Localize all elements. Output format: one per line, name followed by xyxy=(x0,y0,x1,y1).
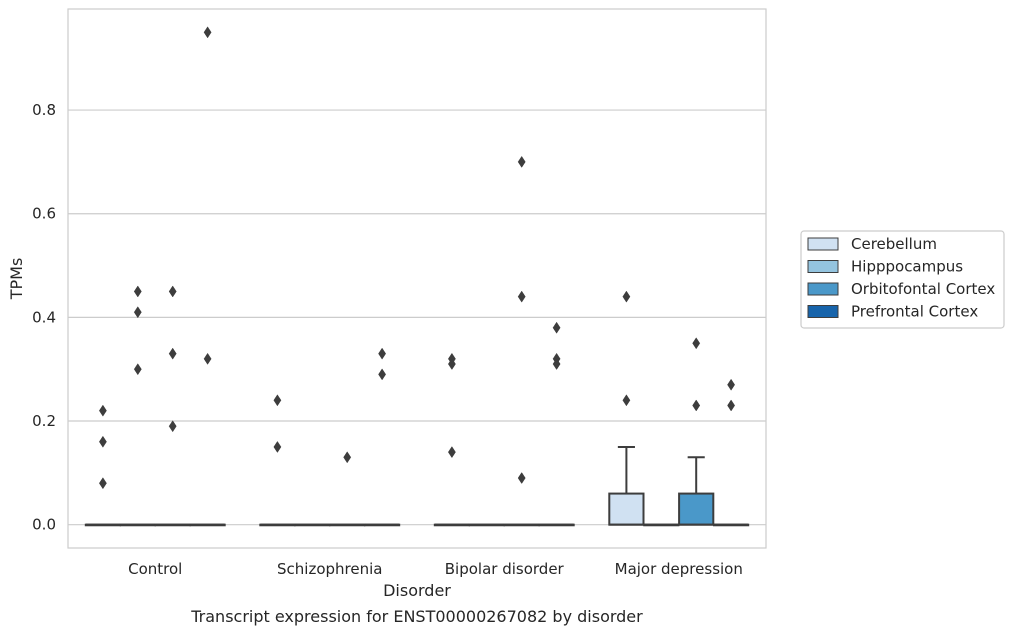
y-tick-label: 0.4 xyxy=(32,308,56,326)
box-cerebellum xyxy=(608,445,645,526)
outlier-point xyxy=(203,352,212,365)
outlier-point xyxy=(727,378,735,391)
y-tick-label: 0.6 xyxy=(32,205,56,223)
box-prefrontal-cortex xyxy=(189,523,226,527)
x-axis-ticks: Control Schizophrenia Bipolar disorder Majo… xyxy=(128,560,743,578)
chart-caption: Transcript expression for ENST0000026708… xyxy=(190,607,643,626)
box-orbitofontal-cortex xyxy=(329,523,366,527)
outlier-point xyxy=(448,446,456,459)
outlier-point xyxy=(448,358,456,370)
legend-label: Cerebellum xyxy=(851,235,937,253)
outlier-point xyxy=(727,399,735,412)
legend-entry: Prefrontal Cortex xyxy=(807,303,978,321)
legend-label: Orbitofontal Cortex xyxy=(851,280,995,298)
outlier-point xyxy=(622,290,631,303)
outlier-point xyxy=(133,306,142,319)
y-tick-label: 0.0 xyxy=(32,516,56,534)
gridlines xyxy=(68,109,766,526)
box-orbitofontal-cortex xyxy=(154,523,191,527)
legend-swatch xyxy=(807,260,839,273)
boxes xyxy=(84,445,750,527)
box-cerebellum xyxy=(259,523,296,527)
outlier-point xyxy=(168,420,177,433)
outlier-point xyxy=(622,394,631,407)
outlier-point xyxy=(168,347,177,360)
outlier-point xyxy=(692,399,701,412)
outlier-point xyxy=(99,404,107,417)
legend-swatch xyxy=(807,237,839,251)
box-prefrontal-cortex xyxy=(712,523,750,527)
box-prefrontal-cortex xyxy=(363,523,401,527)
outlier-point xyxy=(378,368,386,381)
outlier-point xyxy=(203,26,212,39)
legend-label: Prefrontal Cortex xyxy=(851,303,978,321)
legend-entry: Hipppocampus xyxy=(807,258,963,276)
outlier-point xyxy=(99,477,107,490)
box-hipppocampus xyxy=(468,523,505,527)
x-tick-label: Bipolar disorder xyxy=(445,560,565,578)
outlier-point xyxy=(517,472,526,484)
box-body xyxy=(608,492,645,526)
x-axis-label: Disorder xyxy=(383,581,451,600)
box-cerebellum xyxy=(433,523,471,527)
box-orbitofontal-cortex xyxy=(678,456,715,526)
box-hipppocampus xyxy=(643,523,680,527)
outlier-point xyxy=(99,435,107,448)
box-hipppocampus xyxy=(294,523,331,527)
legend-label: Hipppocampus xyxy=(851,258,963,276)
box-body xyxy=(678,492,715,526)
outlier-point xyxy=(378,347,386,360)
legend-swatch xyxy=(807,282,839,296)
y-axis-label: TPMs xyxy=(7,258,26,301)
x-tick-label: Schizophrenia xyxy=(277,560,382,578)
plot-area-frame xyxy=(67,8,767,549)
legend-entry: Orbitofontal Cortex xyxy=(807,280,995,298)
box-cerebellum xyxy=(84,523,122,527)
y-tick-label: 0.8 xyxy=(32,101,56,119)
outlier-point xyxy=(517,290,526,303)
outlier-point xyxy=(517,155,526,168)
box-orbitofontal-cortex xyxy=(503,523,540,527)
y-axis-ticks: 0.0 0.2 0.4 0.6 0.8 xyxy=(32,101,56,534)
x-tick-label: Control xyxy=(128,560,182,578)
legend-swatch xyxy=(807,305,839,318)
outlier-point xyxy=(273,394,282,407)
legend-entry: Cerebellum xyxy=(807,235,937,253)
outlier-point xyxy=(273,440,282,453)
outlier-point xyxy=(168,285,177,298)
box-prefrontal-cortex xyxy=(538,523,575,527)
outlier-points xyxy=(99,26,735,490)
outlier-point xyxy=(552,321,561,334)
legend-frame xyxy=(800,230,1005,329)
legend: Cerebellum Hipppocampus Orbitofontal Corte… xyxy=(800,230,1005,329)
outlier-point xyxy=(692,337,701,350)
outlier-point xyxy=(343,451,352,464)
outlier-point xyxy=(133,285,142,298)
box-hipppocampus xyxy=(119,523,156,527)
outlier-point xyxy=(552,358,561,370)
y-tick-label: 0.2 xyxy=(32,412,56,430)
x-tick-label: Major depression xyxy=(615,560,743,578)
outlier-point xyxy=(133,363,142,376)
